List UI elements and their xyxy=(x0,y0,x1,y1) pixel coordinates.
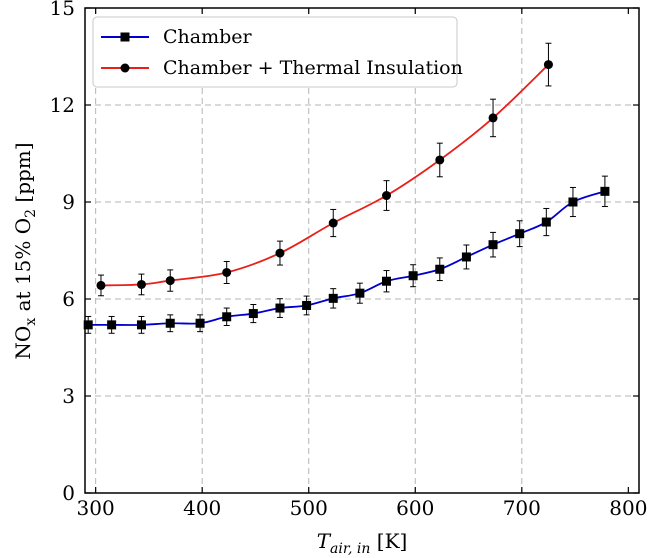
legend-label-chamber: Chamber xyxy=(163,26,253,48)
data-point-chamber xyxy=(568,197,578,207)
data-point-insulation xyxy=(543,60,553,70)
data-point-insulation xyxy=(275,248,285,258)
data-point-chamber xyxy=(248,309,258,319)
legend-marker-chamber xyxy=(120,32,130,42)
y-axis-title-mid: at 15% O xyxy=(11,218,35,318)
plot-frame xyxy=(84,7,640,494)
y-tick-label: 0 xyxy=(62,481,75,505)
y-tick-label: 3 xyxy=(62,384,75,408)
data-point-insulation xyxy=(328,218,338,228)
x-tick-label: 800 xyxy=(609,496,647,520)
data-point-chamber xyxy=(515,229,525,239)
data-point-insulation xyxy=(222,267,232,277)
x-axis-title-subscript: air, in xyxy=(330,541,370,557)
tick-layer: 300 400 500 600 700 800 0 3 6 9 12 15 xyxy=(50,0,648,520)
x-tick-label: 400 xyxy=(183,496,221,520)
data-point-chamber xyxy=(165,318,175,328)
legend-label-insulation: Chamber + Thermal Insulation xyxy=(163,57,463,79)
x-axis-title: Tair, in [K] xyxy=(317,529,408,557)
x-tick-label: 600 xyxy=(396,496,434,520)
data-point-chamber xyxy=(136,320,146,330)
data-point-chamber xyxy=(195,318,205,328)
x-axis-title-unit: [K] xyxy=(370,529,407,553)
y-axis-title-prefix: NO xyxy=(11,326,35,360)
data-point-chamber xyxy=(408,271,418,281)
x-tick-label: 300 xyxy=(77,496,115,520)
data-point-chamber xyxy=(275,303,285,313)
y-axis-title-sub1: x xyxy=(23,318,39,326)
data-point-chamber xyxy=(461,252,471,262)
y-tick-label: 9 xyxy=(62,190,75,214)
y-tick-label: 6 xyxy=(62,287,75,311)
y-tick-label: 15 xyxy=(50,0,75,20)
data-point-insulation xyxy=(165,276,175,286)
data-point-chamber xyxy=(600,186,610,196)
data-point-chamber xyxy=(382,276,392,286)
data-point-chamber xyxy=(328,293,338,303)
y-axis-title-suffix: [ppm] xyxy=(11,142,35,209)
data-point-chamber xyxy=(435,264,445,274)
data-point-insulation xyxy=(488,113,498,123)
series-line-insulation xyxy=(100,63,550,287)
legend-marker-insulation xyxy=(120,63,130,73)
series-line-chamber xyxy=(88,190,606,326)
x-axis-title-main: T xyxy=(317,529,332,553)
data-point-chamber xyxy=(302,300,312,310)
x-tick-label: 700 xyxy=(503,496,541,520)
data-point-insulation xyxy=(382,191,392,201)
legend: Chamber Chamber + Thermal Insulation xyxy=(92,16,463,88)
data-point-insulation xyxy=(136,279,146,289)
series-layer xyxy=(83,42,610,334)
data-point-insulation xyxy=(96,280,106,290)
legend-box xyxy=(92,16,458,88)
x-tick-label: 500 xyxy=(290,496,328,520)
y-axis-title-sub2: 2 xyxy=(23,209,39,218)
data-point-chamber xyxy=(107,320,117,330)
data-point-chamber xyxy=(355,288,365,298)
y-tick-label: 12 xyxy=(50,93,75,117)
data-point-chamber xyxy=(488,240,498,250)
y-axis-title: NOx at 15% O2 [ppm] xyxy=(11,142,39,359)
data-point-chamber xyxy=(83,320,93,330)
grid-layer xyxy=(85,8,639,493)
data-point-chamber xyxy=(541,217,551,227)
data-point-insulation xyxy=(435,155,445,165)
data-point-chamber xyxy=(222,312,232,322)
